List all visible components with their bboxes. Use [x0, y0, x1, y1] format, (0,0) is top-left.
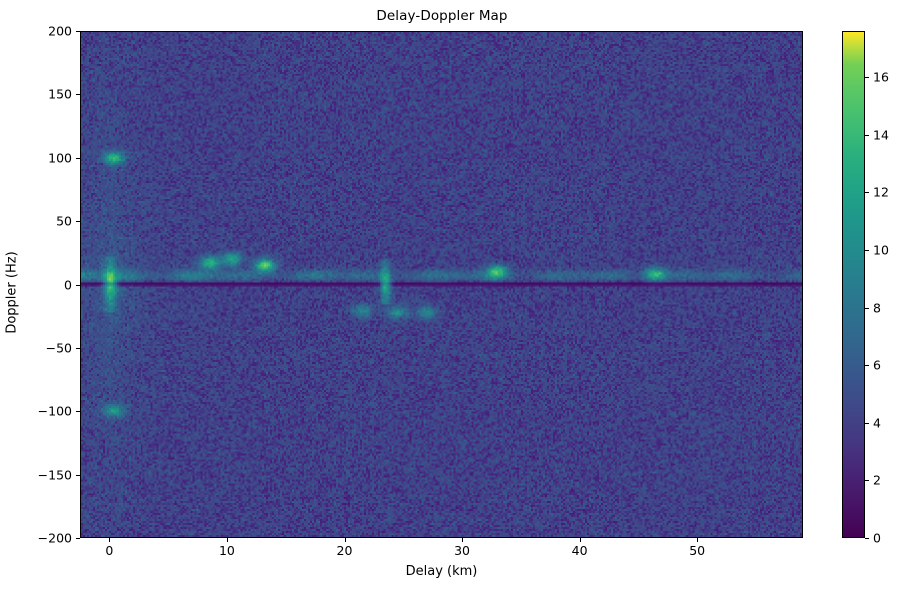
heatmap-plot-area[interactable] — [80, 31, 803, 538]
y-tick-mark — [76, 411, 80, 413]
colorbar-tick-label: 12 — [873, 184, 889, 200]
colorbar[interactable] — [842, 31, 865, 538]
x-tick-mark — [226, 538, 228, 542]
colorbar-tick-label: 4 — [873, 415, 881, 431]
colorbar-tick-label: 6 — [873, 357, 881, 373]
y-tick-mark — [76, 157, 80, 159]
colorbar-tick-mark — [865, 192, 869, 194]
colorbar-tick-label: 10 — [873, 242, 889, 258]
y-tick-label: 200 — [48, 23, 72, 39]
heatmap-canvas — [81, 32, 802, 537]
y-tick-label: 0 — [64, 277, 72, 292]
y-axis-ticklabels: −200 −150 −100 −50 0 50 100 150 200 — [18, 0, 72, 590]
x-tick-label: 20 — [336, 543, 353, 558]
y-tick-label: 100 — [48, 150, 72, 166]
x-tick-label: 50 — [689, 543, 706, 558]
colorbar-tick-mark — [865, 77, 869, 79]
colorbar-tick-mark — [865, 307, 869, 309]
page-title: Delay-Doppler Map — [376, 8, 508, 24]
y-tick-label: −100 — [37, 403, 72, 419]
x-tick-label: 10 — [218, 543, 235, 558]
y-tick-mark — [76, 347, 80, 349]
y-tick-label: 50 — [56, 213, 72, 229]
colorbar-tick-mark — [865, 249, 869, 251]
y-tick-mark — [76, 284, 80, 286]
x-tick-mark — [109, 538, 111, 542]
colorbar-tick-mark — [865, 480, 869, 482]
y-tick-mark — [76, 474, 80, 476]
y-tick-mark — [76, 538, 80, 539]
y-tick-label: −200 — [37, 530, 72, 546]
x-tick-label: 30 — [454, 543, 471, 558]
y-axis-label: Doppler (Hz) — [4, 251, 20, 334]
x-tick-mark — [579, 538, 581, 542]
y-tick-label: −150 — [37, 467, 72, 483]
colorbar-tick-mark — [865, 538, 869, 539]
colorbar-tick-mark — [865, 422, 869, 424]
x-tick-label: 0 — [105, 543, 114, 558]
colorbar-tick-label: 0 — [873, 530, 881, 546]
y-tick-mark — [76, 94, 80, 96]
y-tick-mark — [76, 31, 80, 32]
x-tick-mark — [697, 538, 699, 542]
y-tick-label: 150 — [48, 86, 72, 102]
y-tick-label: −50 — [45, 340, 72, 356]
colorbar-tick-label: 2 — [873, 472, 881, 488]
x-tick-label: 40 — [571, 543, 588, 558]
y-tick-mark — [76, 221, 80, 223]
x-tick-mark — [462, 538, 464, 542]
colorbar-tick-mark — [865, 365, 869, 367]
colorbar-tick-label: 8 — [873, 300, 881, 316]
x-axis-label: Delay (km) — [405, 564, 478, 579]
colorbar-tick-label: 16 — [873, 69, 889, 85]
x-tick-mark — [344, 538, 346, 542]
colorbar-tick-label: 14 — [873, 127, 889, 143]
colorbar-tick-mark — [865, 134, 869, 136]
